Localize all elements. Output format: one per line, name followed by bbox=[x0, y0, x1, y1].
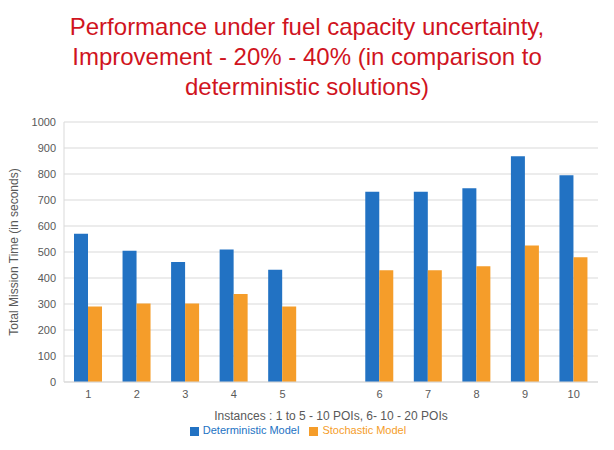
svg-text:3: 3 bbox=[182, 388, 188, 400]
html-text:Performance under fuel capacit: Performance under fuel capacity uncertai… bbox=[69, 13, 545, 100]
svg-text:900: 900 bbox=[38, 142, 56, 154]
svg-text:1000: 1000 bbox=[32, 116, 56, 128]
svg-text:300: 300 bbox=[38, 298, 56, 310]
svg-text:9: 9 bbox=[522, 388, 528, 400]
svg-text:7: 7 bbox=[425, 388, 431, 400]
svg-text:1: 1 bbox=[85, 388, 91, 400]
svg-text:600: 600 bbox=[38, 220, 56, 232]
svg-text:Instances : 1 to 5 - 10 POIs,: Instances : 1 to 5 - 10 POIs, 6- 10 - 20… bbox=[214, 409, 447, 423]
svg-text:4: 4 bbox=[231, 388, 237, 400]
svg-text:10: 10 bbox=[568, 388, 580, 400]
svg-text:200: 200 bbox=[38, 324, 56, 336]
svg-text:800: 800 bbox=[38, 168, 56, 180]
svg-text:8: 8 bbox=[474, 388, 480, 400]
svg-text:400: 400 bbox=[38, 272, 56, 284]
svg-text:100: 100 bbox=[38, 350, 56, 362]
svg-text:500: 500 bbox=[38, 246, 56, 258]
svg-text:700: 700 bbox=[38, 194, 56, 206]
svg-text:6: 6 bbox=[376, 388, 382, 400]
svg-text:2: 2 bbox=[134, 388, 140, 400]
svg-text:0: 0 bbox=[50, 376, 56, 388]
html-text:Stochastic Model: Stochastic Model bbox=[322, 424, 407, 436]
svg-text:Total Mission Time (in seconds: Total Mission Time (in seconds) bbox=[8, 168, 21, 335]
html-text:Deterministic Model: Deterministic Model bbox=[202, 424, 300, 436]
svg-text:5: 5 bbox=[279, 388, 285, 400]
